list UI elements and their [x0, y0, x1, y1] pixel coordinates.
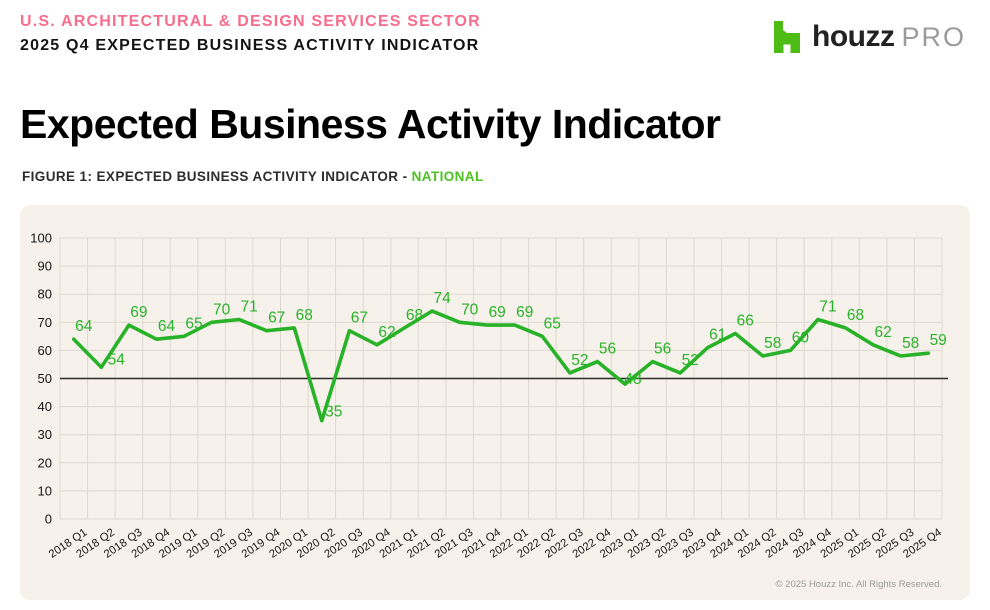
data-point-label: 62	[874, 324, 891, 341]
data-point-label: 70	[213, 301, 231, 318]
data-point-label: 58	[764, 335, 781, 352]
houzz-pro-logo: houzz PRO	[773, 20, 966, 54]
y-tick-label: 30	[38, 427, 52, 442]
data-point-label: 66	[737, 313, 754, 330]
y-tick-label: 100	[30, 231, 52, 246]
y-tick-label: 10	[38, 483, 52, 498]
y-tick-label: 40	[38, 399, 52, 414]
data-point-label: 70	[461, 301, 479, 318]
y-axis-labels: 0 10 20 30 40 50 60 70 80 90 100	[30, 231, 52, 527]
y-tick-label: 20	[38, 455, 52, 470]
y-tick-label: 90	[38, 259, 52, 274]
figure-caption: FIGURE 1: EXPECTED BUSINESS ACTIVITY IND…	[22, 169, 484, 184]
data-point-label: 65	[544, 315, 561, 332]
data-point-label: 52	[571, 352, 588, 369]
data-point-label: 61	[709, 327, 726, 344]
data-point-label: 67	[268, 310, 285, 327]
data-point-label: 56	[599, 341, 616, 358]
data-point-label: 60	[792, 329, 810, 346]
houzz-house-icon	[774, 21, 800, 53]
data-point-label: 68	[296, 307, 313, 324]
y-tick-label: 60	[38, 343, 52, 358]
data-point-label: 64	[75, 318, 93, 335]
trend-line	[71, 309, 931, 423]
data-point-label: 62	[378, 324, 395, 341]
data-point-label: 71	[819, 299, 836, 316]
page-title: Expected Business Activity Indicator	[20, 101, 721, 147]
data-point-label: 71	[241, 299, 258, 316]
data-point-label: 69	[489, 304, 506, 321]
report-header: U.S. ARCHITECTURAL & DESIGN SERVICES SEC…	[20, 13, 481, 55]
y-tick-label: 80	[38, 287, 52, 302]
data-point-label: 48	[624, 371, 641, 388]
data-point-label: 68	[406, 307, 423, 324]
data-labels: 64 54 69 64 65 70 71 67 68 35 67 62 68 74 70 69 69 65 52 56…	[75, 290, 947, 421]
y-tick-label: 50	[38, 371, 52, 386]
y-tick-label: 0	[45, 512, 52, 527]
logo-brand-text: houzz	[812, 20, 895, 53]
data-point-label: 65	[185, 315, 202, 332]
data-point-label: 52	[682, 352, 699, 369]
data-point-label: 35	[325, 404, 342, 421]
figure-region-label: NATIONAL	[411, 169, 484, 184]
sector-kicker: U.S. ARCHITECTURAL & DESIGN SERVICES SEC…	[20, 13, 481, 30]
report-subtitle: 2025 Q4 EXPECTED BUSINESS ACTIVITY INDIC…	[20, 37, 480, 54]
chart-card: 0 10 20 30 40 50 60 70 80 90 100 2018 Q1 2018 Q2 2018…	[20, 205, 970, 600]
data-point-label: 68	[847, 307, 864, 324]
data-point-label: 59	[930, 332, 947, 349]
data-point-label: 58	[902, 335, 919, 352]
figure-caption-prefix: FIGURE 1: EXPECTED BUSINESS ACTIVITY IND…	[22, 169, 412, 184]
data-point-label: 69	[130, 304, 147, 321]
data-point-label: 74	[433, 290, 451, 307]
data-point-label: 56	[654, 341, 671, 358]
copyright-notice: © 2025 Houzz Inc. All Rights Reserved.	[775, 579, 942, 590]
y-tick-label: 70	[38, 315, 52, 330]
data-point-label: 54	[108, 351, 126, 368]
data-point-label: 67	[351, 310, 368, 327]
data-point-label: 69	[516, 304, 533, 321]
data-point-label: 64	[158, 318, 176, 335]
logo-pro-text: PRO	[901, 22, 966, 52]
